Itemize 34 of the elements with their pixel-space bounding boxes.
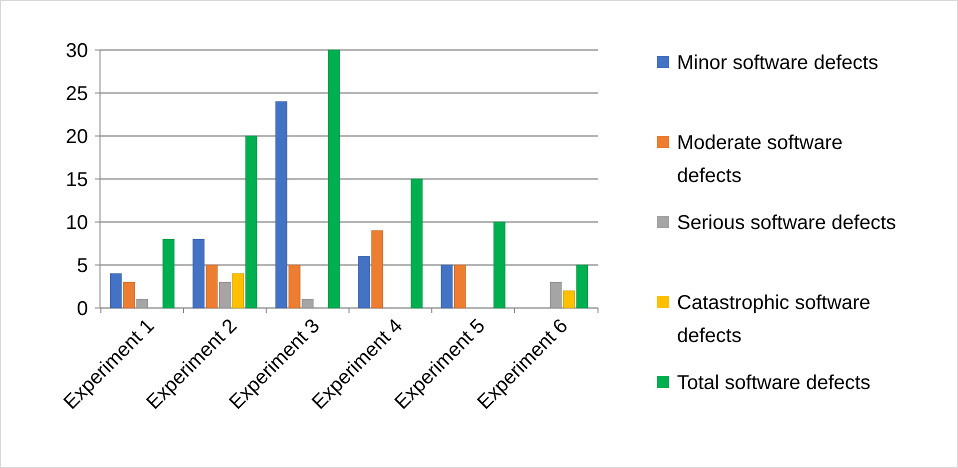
bar xyxy=(550,282,562,308)
bar xyxy=(576,264,588,308)
bar xyxy=(206,264,218,308)
bar xyxy=(454,264,466,308)
bar xyxy=(219,282,231,308)
legend-label: Minor software defects xyxy=(677,52,878,74)
bar xyxy=(563,290,575,308)
y-tick-label: 15 xyxy=(66,169,88,191)
legend-label: Total software defects xyxy=(677,372,870,394)
bar xyxy=(162,238,174,308)
y-tick-label: 10 xyxy=(66,212,88,234)
legend-label: Moderate software defects xyxy=(677,132,843,187)
y-tick-label: 5 xyxy=(76,255,88,277)
bar xyxy=(123,282,135,308)
bar xyxy=(410,178,423,308)
bar xyxy=(371,230,384,308)
bar xyxy=(275,101,288,308)
legend-label: Catastrophic software defects xyxy=(677,292,870,347)
bar xyxy=(440,264,453,308)
y-tick-label: 30 xyxy=(66,40,88,62)
bar xyxy=(192,238,204,308)
bar xyxy=(358,256,370,308)
bar xyxy=(328,50,340,308)
bar xyxy=(494,222,506,308)
bar xyxy=(232,273,244,308)
y-tick-label: 25 xyxy=(66,83,88,105)
bar xyxy=(288,264,300,308)
legend-label: Serious software defects xyxy=(677,212,896,234)
bar xyxy=(136,299,148,308)
y-tick-label: 20 xyxy=(66,126,88,148)
bar xyxy=(302,299,314,308)
y-tick-label: 0 xyxy=(76,298,88,320)
bar xyxy=(110,273,122,308)
bar xyxy=(245,136,258,308)
